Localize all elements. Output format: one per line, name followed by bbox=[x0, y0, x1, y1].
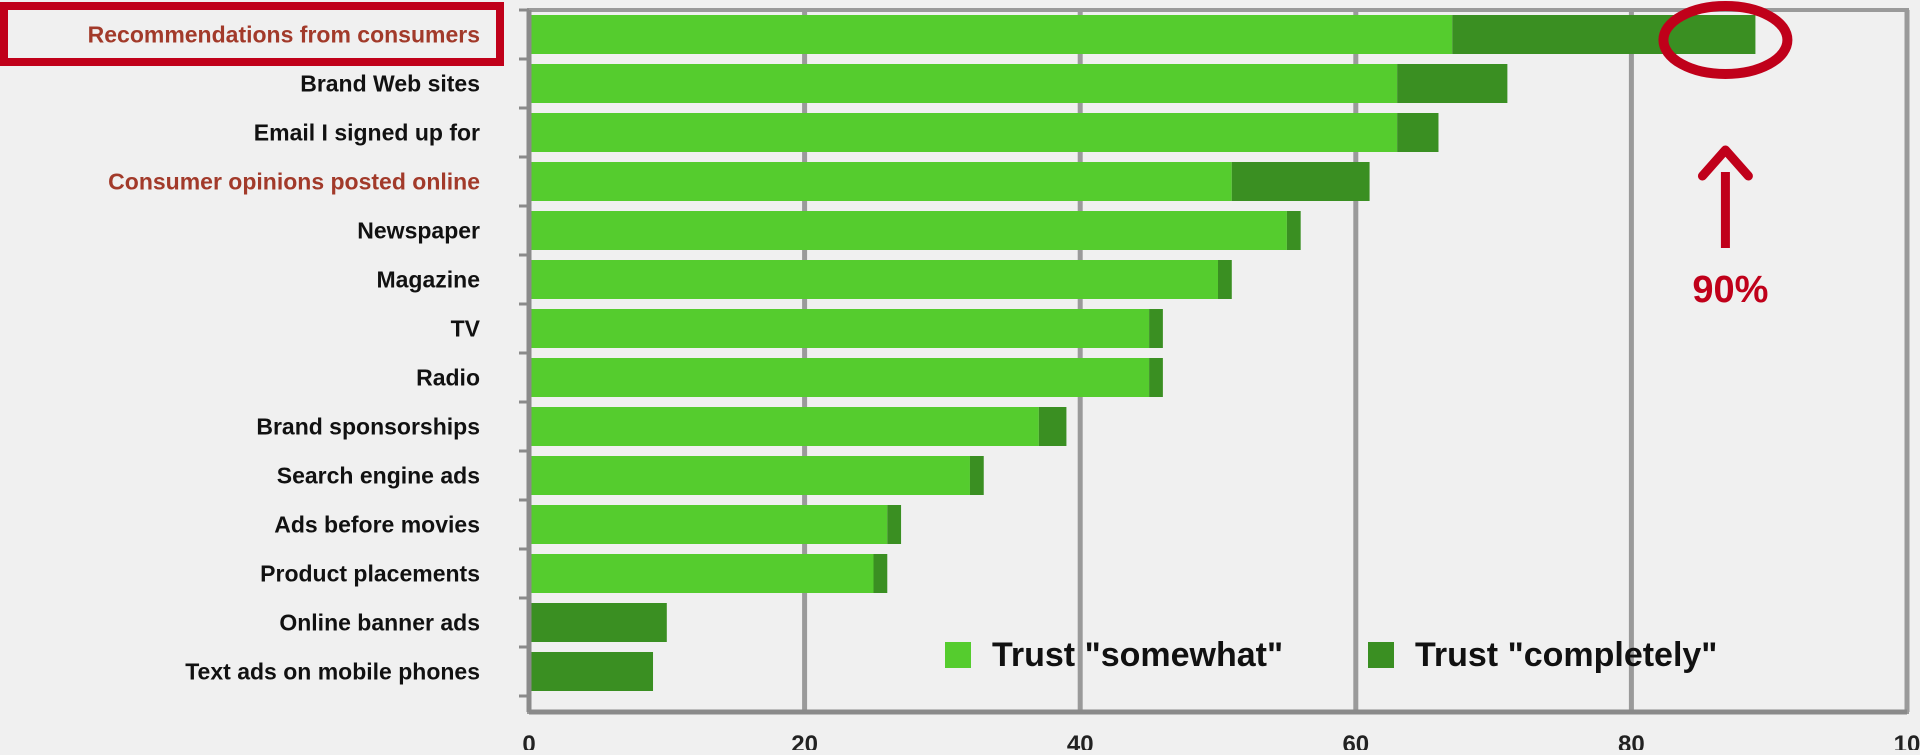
category-label-search-engine-ads: Search engine ads bbox=[277, 463, 480, 489]
annotation-label: 90% bbox=[1692, 269, 1768, 311]
highlight-circle bbox=[1658, 1, 1793, 79]
bar-completely-recommendations-from-consumers bbox=[1452, 15, 1756, 54]
bar-completely-ads-before-movies bbox=[887, 505, 902, 544]
annotation-arrow-head bbox=[1697, 145, 1753, 181]
x-tick-label: 0 bbox=[522, 731, 535, 750]
bar-somewhat-brand-web-sites bbox=[529, 64, 1398, 103]
bar-completely-tv bbox=[1149, 309, 1163, 348]
category-label-consumer-opinions-posted-online: Consumer opinions posted online bbox=[108, 169, 480, 195]
legend-label-completely: Trust "completely" bbox=[1415, 636, 1717, 674]
bar-completely-search-engine-ads bbox=[969, 456, 984, 495]
bar-completely-brand-sponsorships bbox=[1038, 407, 1067, 446]
category-label-online-banner-ads: Online banner ads bbox=[279, 610, 480, 636]
bar-somewhat-recommendations-from-consumers bbox=[529, 15, 1453, 54]
bar-completely-newspaper bbox=[1286, 211, 1301, 250]
category-labels: Recommendations from consumers Brand Web … bbox=[88, 22, 481, 685]
category-label-email-i-signed-up-for: Email I signed up for bbox=[254, 120, 480, 146]
axes bbox=[519, 8, 1909, 715]
bar-somewhat-ads-before-movies bbox=[529, 505, 888, 544]
bar-completely-email-i-signed-up-for bbox=[1397, 113, 1439, 152]
category-label-text-ads-on-mobile-phones: Text ads on mobile phones bbox=[185, 659, 480, 685]
category-label-magazine: Magazine bbox=[376, 267, 480, 293]
bar-somewhat-consumer-opinions-posted-online bbox=[529, 162, 1232, 201]
x-tick-label: 10 bbox=[1894, 731, 1920, 750]
x-tick-label: 60 bbox=[1342, 731, 1369, 750]
category-label-tv: TV bbox=[451, 316, 481, 342]
x-tick-label: 20 bbox=[791, 731, 818, 750]
bar-somewhat-newspaper bbox=[529, 211, 1287, 250]
bar-completely-magazine bbox=[1218, 260, 1232, 299]
annotations: 90% bbox=[0, 1, 1793, 311]
bar-somewhat-magazine bbox=[529, 260, 1218, 299]
category-label-radio: Radio bbox=[416, 365, 480, 391]
bar-somewhat-product-placements bbox=[529, 554, 874, 593]
bar-completely-online-banner-ads bbox=[529, 603, 667, 642]
bar-somewhat-tv bbox=[529, 309, 1150, 348]
category-label-recommendations-from-consumers: Recommendations from consumers bbox=[88, 22, 480, 48]
legend-swatch-completely bbox=[1368, 642, 1394, 668]
category-label-newspaper: Newspaper bbox=[357, 218, 480, 244]
bar-somewhat-search-engine-ads bbox=[529, 456, 970, 495]
x-tick-label: 80 bbox=[1618, 731, 1645, 750]
legend: Trust "somewhat" Trust "completely" bbox=[945, 636, 1717, 674]
bar-somewhat-radio bbox=[529, 358, 1150, 397]
bar-completely-radio bbox=[1149, 358, 1163, 397]
category-label-ads-before-movies: Ads before movies bbox=[274, 512, 480, 538]
category-label-product-placements: Product placements bbox=[260, 561, 480, 587]
legend-label-somewhat: Trust "somewhat" bbox=[992, 636, 1283, 674]
bar-somewhat-brand-sponsorships bbox=[529, 407, 1039, 446]
bar-somewhat-email-i-signed-up-for bbox=[529, 113, 1398, 152]
x-tick-label: 40 bbox=[1067, 731, 1094, 750]
bars bbox=[529, 15, 1756, 691]
legend-swatch-somewhat bbox=[945, 642, 971, 668]
bar-completely-text-ads-on-mobile-phones bbox=[529, 652, 654, 691]
category-label-brand-sponsorships: Brand sponsorships bbox=[256, 414, 480, 440]
bar-completely-consumer-opinions-posted-online bbox=[1231, 162, 1370, 201]
category-label-brand-web-sites: Brand Web sites bbox=[300, 71, 480, 97]
bar-completely-brand-web-sites bbox=[1397, 64, 1508, 103]
highlight-box bbox=[0, 2, 504, 66]
bar-completely-product-placements bbox=[873, 554, 888, 593]
